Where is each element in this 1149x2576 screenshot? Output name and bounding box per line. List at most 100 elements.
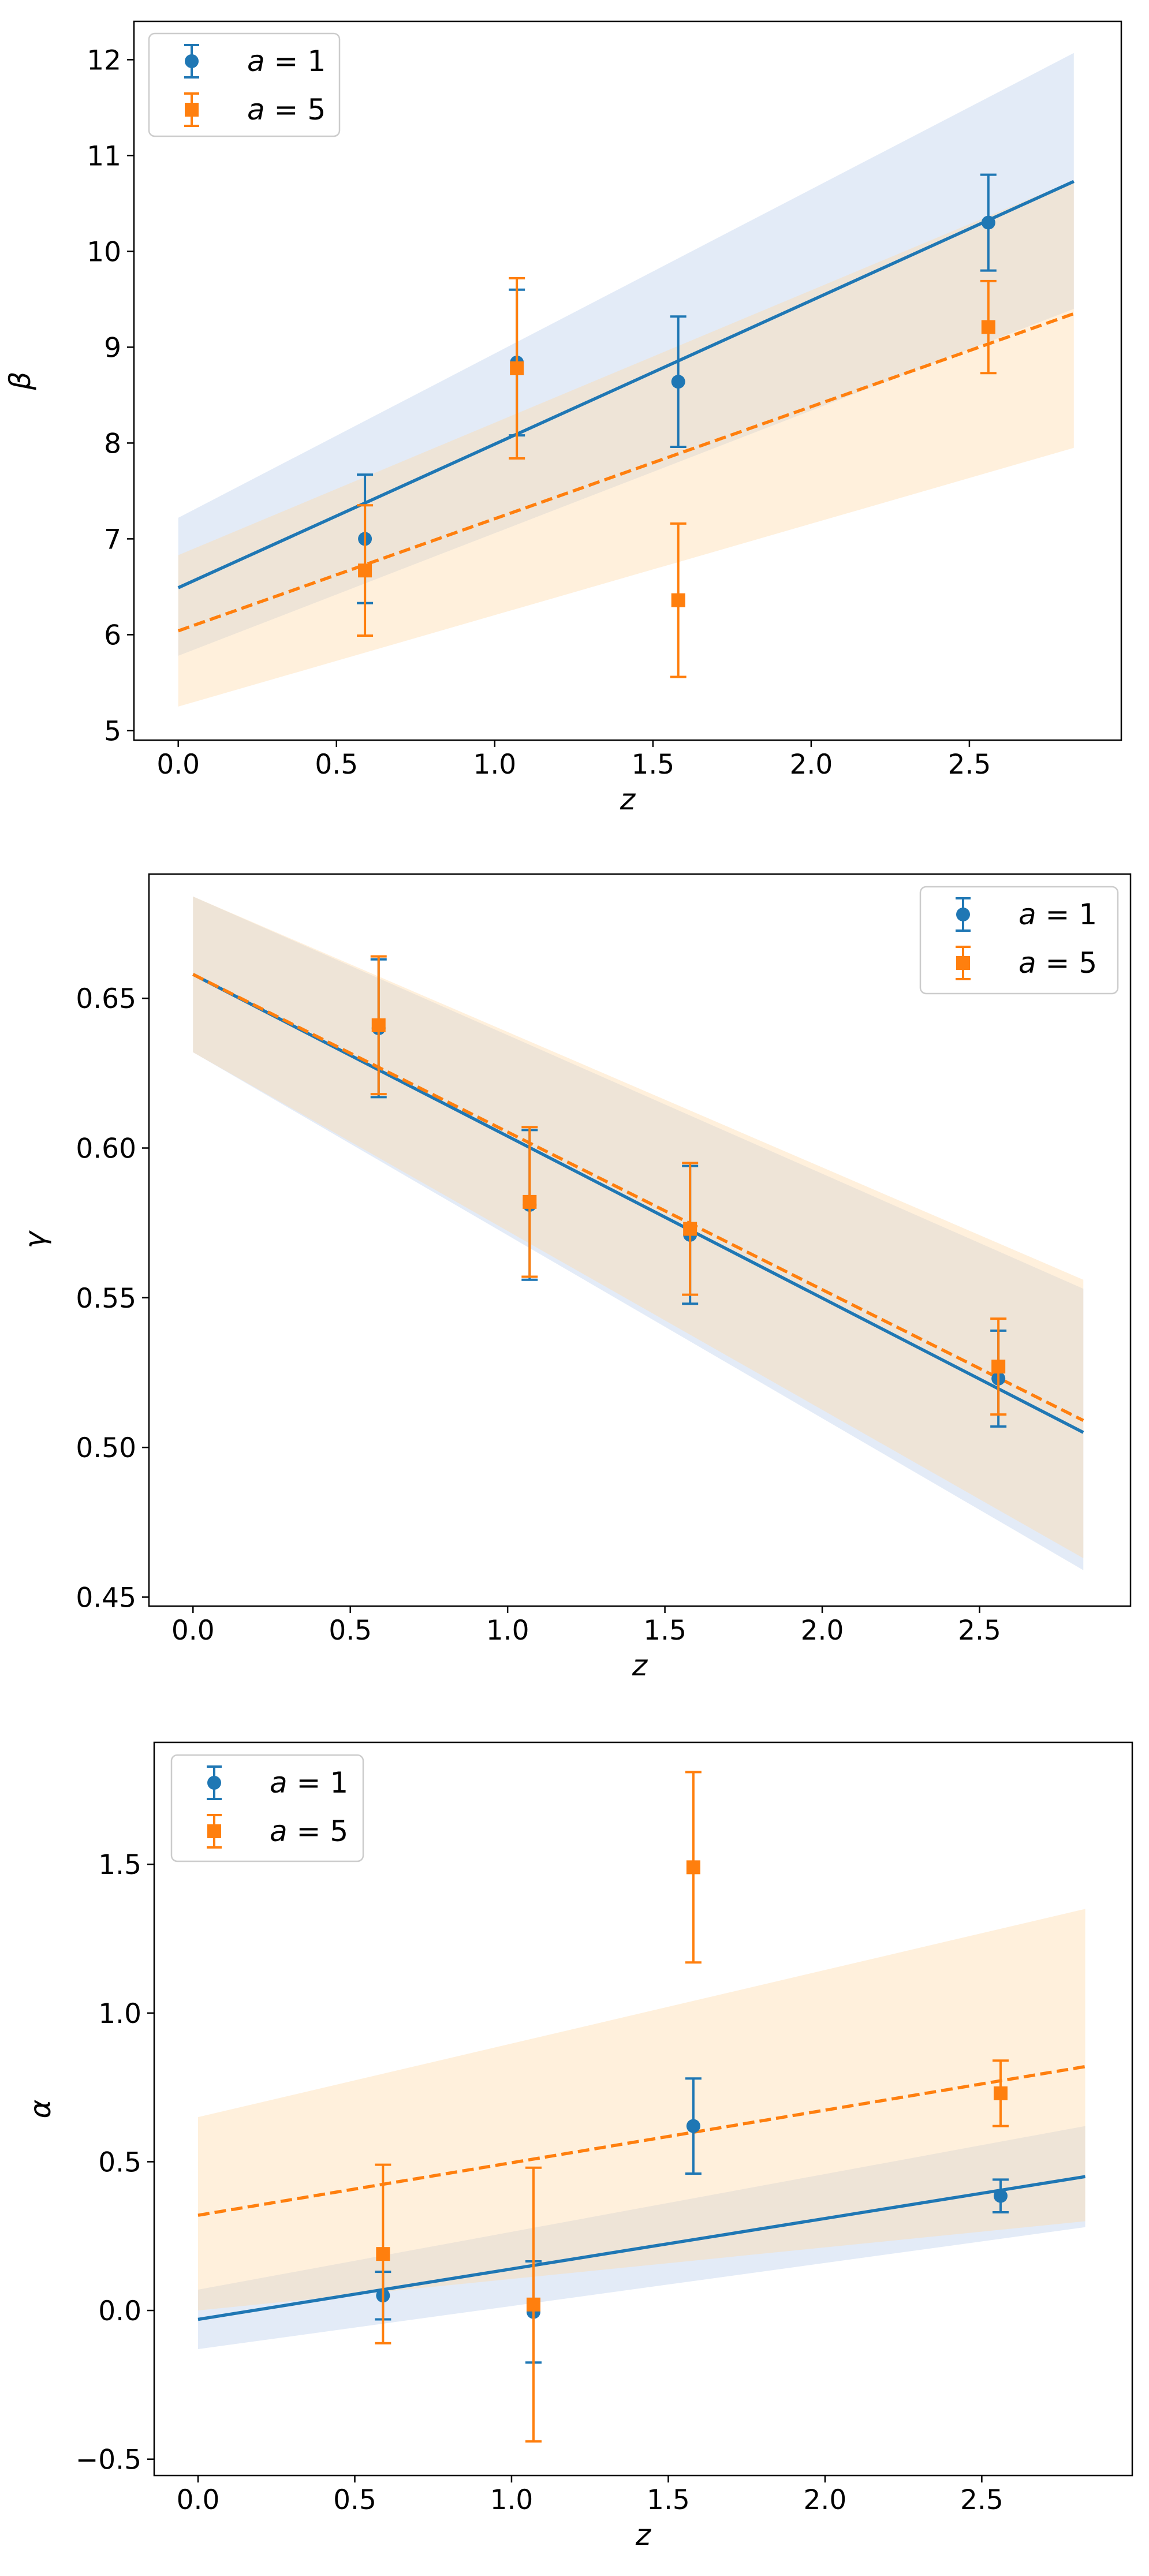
data-point [981,215,995,230]
x-tick-label: 2.0 [790,749,833,781]
data-point [686,1860,700,1875]
y-tick-label: 12 [87,44,121,76]
y-tick-label: 5 [104,715,121,747]
legend-label-value: = 5 [288,1815,349,1848]
fit-line-2 [177,312,1075,633]
x-tick-label: 1.0 [490,2484,534,2516]
x-tick-label: 1.5 [643,1615,687,1647]
confidence-band-1 [178,53,1074,656]
x-tick-label: 0.0 [171,1615,215,1647]
y-tick-label: 0.45 [76,1582,136,1614]
legend-label: a = 1 [247,44,326,78]
x-tick-label: 2.0 [804,2484,847,2516]
legend-label: a = 5 [1019,946,1097,980]
legend-marker-circle-icon [207,1776,221,1790]
data-point [526,2297,540,2312]
y-tick-label: −0.5 [76,2444,141,2476]
legend-label-var: a [270,1766,288,1800]
data-point [686,2119,700,2133]
x-tick-label: 2.5 [958,1615,1001,1647]
y-axis-label: β [3,372,37,391]
axes-frame [148,873,1132,1607]
data-point [671,593,685,607]
confidence-band-1 [193,896,1084,1570]
y-tick-label: 11 [87,140,121,172]
x-tick-label: 1.0 [473,749,516,781]
data-point [981,320,995,334]
x-tick-label: 1.5 [631,749,674,781]
legend-label: a = 1 [1019,898,1097,931]
legend-label: a = 1 [270,1766,348,1800]
x-tick-label: 2.5 [948,749,991,781]
y-tick-label: 0.60 [76,1133,136,1165]
y-tick-label: 0.50 [76,1432,136,1464]
data-point [510,361,524,375]
legend: a = 1a = 5 [170,1754,364,1862]
x-tick-label: 1.5 [647,2484,690,2516]
legend-label: a = 5 [270,1815,348,1848]
x-tick-label: 0.5 [329,1615,372,1647]
y-tick-label: 6 [104,619,121,651]
data-point [358,563,372,578]
data-point [683,1222,697,1236]
legend-marker-square-icon [207,1824,221,1838]
confidence-band-2 [193,896,1084,1559]
data-point [371,1018,386,1032]
legend: a = 1a = 5 [919,886,1119,995]
legend-marker-circle-icon [185,54,199,68]
legend-label-value: = 5 [265,93,326,126]
legend-label-var: a [247,93,265,126]
y-tick-label: 1.5 [98,1849,141,1881]
y-tick-label: 1.0 [98,1998,141,2030]
axes-frame [133,20,1122,741]
x-axis-label: z [635,2518,652,2552]
fit-line-1 [197,2175,1085,2321]
chart-panel-2: 0.0 0.5 1.0 1.5 2.0 2.5 0.45 0.50 0.55 0.60 0.65 z γ… [18,873,1132,1682]
legend-label-var: a [1019,898,1036,931]
y-tick-label: 0.5 [98,2146,141,2178]
legend-label-value: = 1 [265,44,326,78]
x-tick-label: 2.5 [960,2484,1003,2516]
legend-marker-square-icon [185,103,199,117]
x-tick-label: 0.5 [315,749,358,781]
y-tick-label: 0.55 [76,1283,136,1315]
data-point [523,1194,537,1209]
legend-marker-circle-icon [956,908,970,921]
fit-line-2 [192,973,1084,1422]
legend-label-value: = 5 [1036,946,1098,980]
legend-label: a = 5 [247,93,326,126]
confidence-band-2 [198,1909,1085,2311]
data-point [993,2086,1008,2100]
y-tick-label: 9 [104,332,121,364]
confidence-band-1 [198,2126,1085,2350]
x-tick-label: 0.0 [177,2484,220,2516]
legend-label-var: a [247,44,265,78]
y-tick-label: 8 [104,428,121,460]
y-tick-label: 7 [104,524,121,555]
fit-line-1 [177,180,1075,589]
legend-label-var: a [270,1815,288,1848]
y-tick-label: 0.0 [98,2295,141,2327]
data-point [376,2247,390,2261]
x-axis-label: z [632,1649,648,1682]
data-point [991,1360,1006,1374]
confidence-band-2 [178,180,1074,707]
fit-line-1 [192,973,1084,1434]
x-tick-label: 0.5 [333,2484,376,2516]
y-axis-label: α [24,2099,57,2118]
y-tick-label: 0.65 [76,983,136,1015]
data-point [993,2189,1008,2203]
axes-frame [153,1741,1133,2477]
legend-label-var: a [1019,946,1036,980]
x-axis-label: z [620,783,636,816]
y-axis-label: γ [18,1230,52,1249]
data-point [671,375,685,389]
y-tick-label: 10 [87,236,121,268]
legend-label-value: = 1 [1036,898,1098,931]
legend-marker-square-icon [956,956,970,970]
legend: a = 1a = 5 [148,32,341,137]
x-tick-label: 0.0 [156,749,200,781]
